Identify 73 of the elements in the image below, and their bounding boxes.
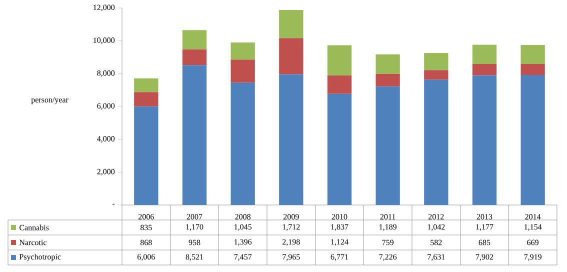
bar bbox=[472, 44, 497, 64]
bar bbox=[327, 75, 352, 94]
data-label: 6,006 bbox=[138, 254, 155, 261]
bar bbox=[424, 80, 448, 205]
bar bbox=[279, 10, 304, 38]
bar bbox=[182, 49, 207, 66]
data-label: 7,965 bbox=[282, 254, 300, 261]
bar bbox=[376, 74, 400, 86]
data-label: 1,170 bbox=[186, 224, 204, 231]
bar bbox=[230, 42, 255, 60]
data-label: 685 bbox=[478, 240, 490, 246]
data-label: 759 bbox=[382, 240, 394, 246]
bar bbox=[279, 74, 304, 205]
x-tick-label: 2010 bbox=[332, 214, 348, 220]
bar bbox=[327, 94, 352, 205]
bar bbox=[327, 45, 352, 76]
data-label: 669 bbox=[527, 240, 538, 246]
bar bbox=[472, 64, 497, 76]
legend-label: Psychotropic bbox=[19, 254, 61, 262]
legend-label: Narcotic bbox=[19, 240, 47, 246]
data-label: 1,154 bbox=[524, 224, 542, 231]
data-label: 1,396 bbox=[234, 239, 252, 246]
data-label: 1,837 bbox=[331, 224, 348, 231]
bar bbox=[230, 82, 255, 205]
bar bbox=[182, 65, 207, 205]
bar bbox=[520, 64, 545, 75]
y-tick-label: 2,000 bbox=[97, 168, 115, 176]
y-tick-label: 10,000 bbox=[94, 38, 115, 44]
data-label: 1,189 bbox=[380, 224, 396, 231]
data-label: 868 bbox=[140, 240, 152, 246]
data-label: 7,919 bbox=[524, 254, 542, 261]
data-label: 835 bbox=[140, 224, 152, 230]
x-tick-label: 2013 bbox=[476, 214, 492, 220]
bar bbox=[520, 74, 545, 205]
data-label: 582 bbox=[430, 240, 442, 246]
y-tick-label: 6,000 bbox=[97, 103, 115, 110]
legend-label: Cannabis bbox=[20, 224, 49, 230]
bar bbox=[424, 53, 448, 70]
data-label: 7,457 bbox=[234, 254, 252, 261]
data-label: 958 bbox=[188, 240, 200, 246]
bar bbox=[134, 106, 158, 205]
data-label: 1,042 bbox=[428, 224, 445, 231]
x-tick-label: 2008 bbox=[235, 214, 251, 220]
x-tick-label: 2007 bbox=[186, 214, 202, 220]
x-tick-label: 2014 bbox=[525, 214, 541, 220]
bar bbox=[230, 60, 255, 83]
x-tick-label: 2012 bbox=[428, 214, 444, 220]
bar bbox=[472, 75, 497, 205]
bar bbox=[424, 70, 448, 80]
data-label: 1,045 bbox=[234, 224, 252, 231]
bar bbox=[520, 45, 545, 64]
x-tick-label: 2006 bbox=[138, 214, 154, 220]
y-tick-label: 12,000 bbox=[94, 4, 115, 12]
data-label: 8,521 bbox=[186, 254, 204, 261]
data-label: 7,226 bbox=[379, 254, 397, 261]
y-axis-title: person/year bbox=[31, 97, 68, 104]
y-tick-label: 8,000 bbox=[97, 70, 115, 77]
bar bbox=[182, 30, 207, 50]
bar bbox=[279, 38, 304, 74]
x-tick-label: 2009 bbox=[284, 214, 299, 220]
data-label: 1,177 bbox=[476, 224, 494, 231]
y-tick-label: 4,000 bbox=[97, 136, 115, 143]
bar bbox=[134, 78, 158, 92]
x-tick-label: 2011 bbox=[380, 214, 396, 220]
bar bbox=[134, 92, 158, 106]
data-label: 1,124 bbox=[331, 239, 348, 246]
bar bbox=[376, 86, 400, 205]
data-label: 6,771 bbox=[330, 254, 348, 261]
bar bbox=[376, 54, 400, 74]
data-label: 2,198 bbox=[282, 239, 300, 246]
data-label: 7,631 bbox=[428, 254, 445, 261]
data-label: 1,712 bbox=[282, 224, 300, 231]
data-label: 7,902 bbox=[476, 254, 494, 261]
